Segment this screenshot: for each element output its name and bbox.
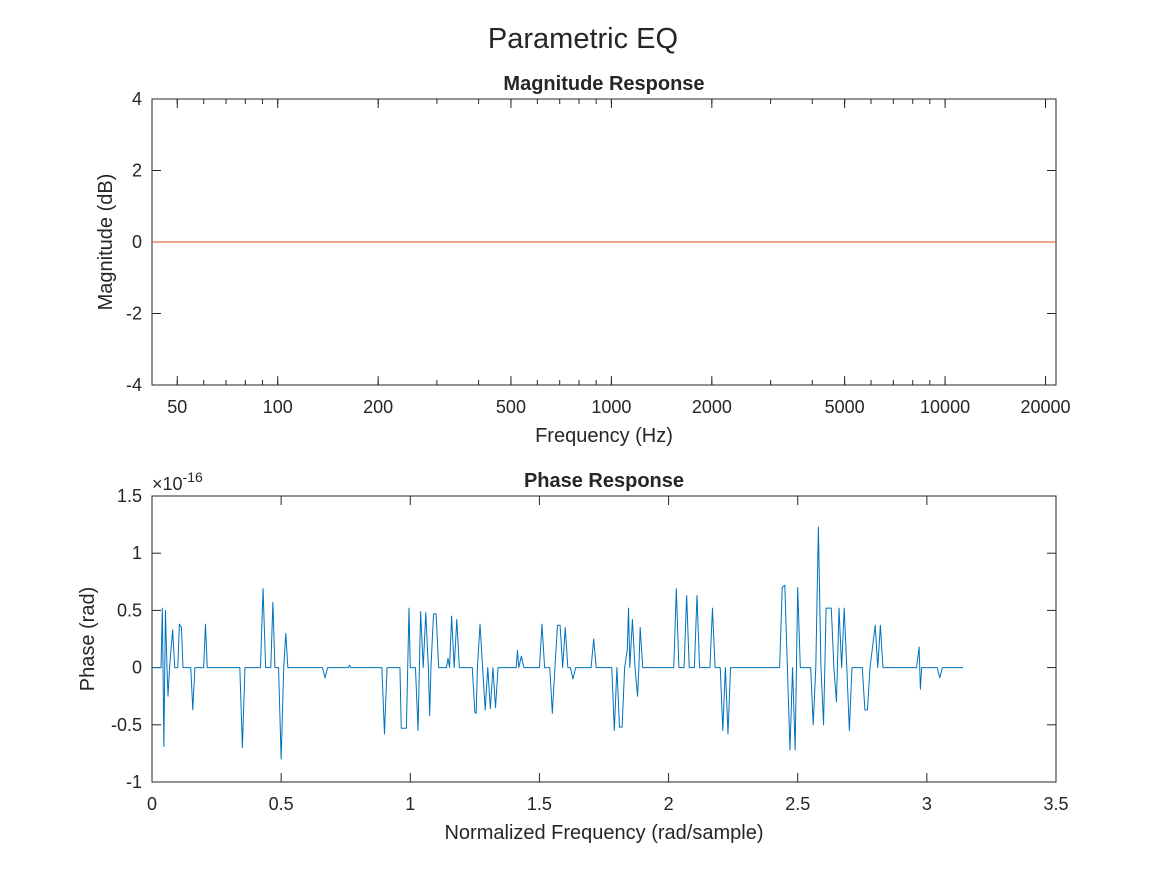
magnitude-x-tick-label: 1000 xyxy=(591,397,631,417)
magnitude-axes: Magnitude Response 50 100 200 500 1000 2000 50… xyxy=(95,73,1071,447)
figure-title: Parametric EQ xyxy=(488,23,678,55)
magnitude-x-tick-label: 100 xyxy=(263,397,293,417)
phase-y-tick-label: -0.5 xyxy=(111,715,142,735)
magnitude-x-tick-label: 5000 xyxy=(825,397,865,417)
phase-x-tick-label: 1.5 xyxy=(527,794,552,814)
magnitude-ticks: 50 100 200 500 1000 2000 5000 10000 20000 -4 -2 0 2 4 xyxy=(126,89,1071,417)
phase-x-tick-label: 2 xyxy=(664,794,674,814)
phase-x-tick-label: 3.5 xyxy=(1043,794,1068,814)
phase-x-tick-label: 2.5 xyxy=(785,794,810,814)
phase-y-tick-label: 0.5 xyxy=(117,600,142,620)
phase-axes: Phase Response 0 0.5 1 1.5 2 2.5 3 3.5 -1 -0.5 0 0.… xyxy=(77,469,1069,844)
magnitude-x-tick-label: 10000 xyxy=(920,397,970,417)
phase-x-tick-label: 3 xyxy=(922,794,932,814)
magnitude-y-tick-label: -2 xyxy=(126,304,142,324)
phase-series xyxy=(152,526,964,760)
magnitude-y-tick-label: -4 xyxy=(126,375,142,395)
phase-ticks: 0 0.5 1 1.5 2 2.5 3 3.5 -1 -0.5 0 0.5 1 1.5 xyxy=(111,486,1069,814)
phase-title: Phase Response xyxy=(524,470,684,492)
magnitude-y-tick-label: 0 xyxy=(132,232,142,252)
phase-y-exponent-base: ×10 xyxy=(152,474,183,494)
magnitude-x-tick-label: 2000 xyxy=(692,397,732,417)
phase-y-tick-label: -1 xyxy=(126,772,142,792)
magnitude-title: Magnitude Response xyxy=(503,73,704,95)
phase-x-tick-label: 1 xyxy=(405,794,415,814)
magnitude-y-tick-label: 4 xyxy=(132,89,142,109)
magnitude-x-tick-label: 500 xyxy=(496,397,526,417)
magnitude-ylabel: Magnitude (dB) xyxy=(95,174,117,311)
phase-y-tick-label: 0 xyxy=(132,658,142,678)
phase-y-tick-label: 1.5 xyxy=(117,486,142,506)
phase-ylabel: Phase (rad) xyxy=(77,587,99,692)
phase-plot-frame xyxy=(151,495,1057,783)
magnitude-x-tick-label: 20000 xyxy=(1020,397,1070,417)
phase-series-line xyxy=(152,526,964,760)
magnitude-y-tick-label: 2 xyxy=(132,161,142,181)
phase-x-tick-label: 0 xyxy=(147,794,157,814)
phase-xlabel: Normalized Frequency (rad/sample) xyxy=(444,822,763,844)
magnitude-xlabel: Frequency (Hz) xyxy=(535,425,673,447)
phase-y-exponent: ×10-16 xyxy=(152,469,203,494)
phase-x-tick-label: 0.5 xyxy=(269,794,294,814)
magnitude-x-tick-label: 200 xyxy=(363,397,393,417)
magnitude-x-tick-label: 50 xyxy=(167,397,187,417)
phase-y-exponent-power: -16 xyxy=(183,469,203,485)
phase-y-tick-label: 1 xyxy=(132,543,142,563)
